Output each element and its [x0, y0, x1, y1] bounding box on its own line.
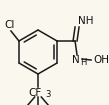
Text: OH: OH	[93, 55, 109, 65]
Text: NH: NH	[78, 16, 94, 26]
Text: N: N	[72, 55, 80, 65]
Text: 3: 3	[45, 90, 50, 99]
Text: H: H	[80, 58, 86, 67]
Text: CF: CF	[28, 88, 42, 98]
Text: Cl: Cl	[5, 20, 15, 30]
